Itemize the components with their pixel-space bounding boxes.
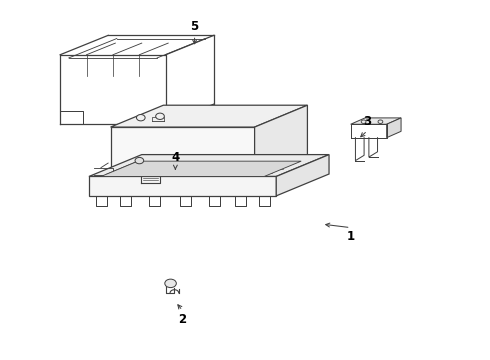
Polygon shape [111, 105, 307, 127]
Circle shape [156, 113, 164, 120]
Text: 3: 3 [364, 115, 371, 128]
Polygon shape [111, 127, 255, 176]
Text: 5: 5 [191, 20, 199, 33]
Polygon shape [387, 118, 401, 138]
Polygon shape [255, 105, 307, 176]
Polygon shape [276, 154, 329, 196]
Text: 2: 2 [178, 313, 187, 326]
Polygon shape [101, 161, 301, 176]
Circle shape [135, 157, 144, 164]
Circle shape [165, 279, 176, 288]
Polygon shape [89, 176, 276, 196]
Polygon shape [351, 118, 401, 124]
Text: 4: 4 [171, 150, 179, 163]
Polygon shape [89, 154, 329, 176]
Text: 1: 1 [346, 230, 355, 243]
Circle shape [137, 114, 145, 121]
